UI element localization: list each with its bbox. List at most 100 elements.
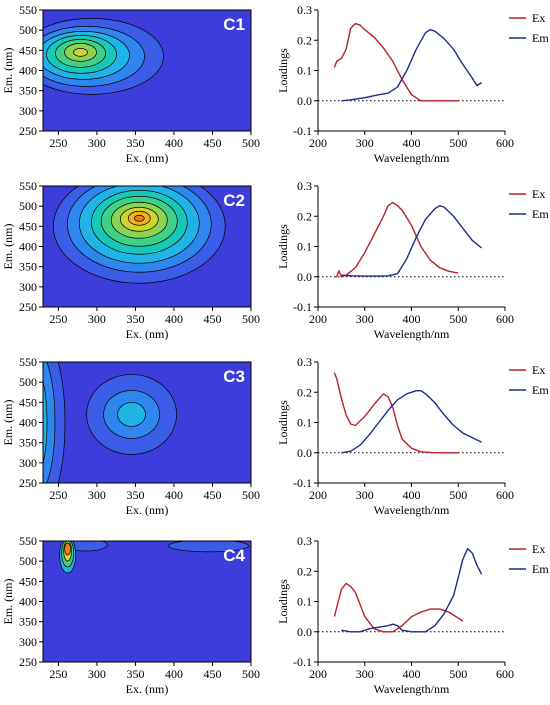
y-tick-label: 250 [19,300,37,314]
y-tick-label: 500 [19,554,37,568]
y-tick-label: 0.0 [297,94,312,108]
legend-label-ex: Ex [532,542,545,556]
legend-label-ex: Ex [532,187,545,201]
series-line-ex [333,582,464,633]
y-tick-label: 300 [19,280,37,294]
y-tick-label: 400 [19,416,37,430]
contour-level [73,47,88,57]
x-tick-label: 300 [88,312,106,326]
legend-label-em: Em [532,207,549,221]
y-tick-label: 450 [19,43,37,57]
y-tick-label: 0.2 [297,564,312,578]
x-axis-label: Wavelength/nm [374,503,450,517]
y-tick-label: -0.1 [293,476,312,490]
x-axis-label: Wavelength/nm [374,682,450,696]
legend-label-em: Em [532,31,549,45]
series-line-em [341,390,482,454]
y-tick-label: 550 [19,534,37,548]
x-tick-label: 300 [88,667,106,681]
contour-levels [43,362,177,483]
x-tick-label: 450 [203,667,221,681]
y-tick-label: -0.1 [293,300,312,314]
x-tick-label: 300 [88,488,106,502]
x-tick-label: 200 [309,136,327,150]
component-label: C4 [223,546,245,565]
series-line-em [341,204,483,277]
x-tick-label: 500 [449,488,467,502]
component-label: C1 [223,15,245,34]
x-tick-label: 250 [49,312,67,326]
y-tick-label: 550 [19,3,37,17]
y-tick-label: 250 [19,655,37,669]
y-tick-label: 300 [19,456,37,470]
contour-levels [43,18,164,95]
contour-level [117,402,146,427]
x-tick-label: 350 [126,312,144,326]
contour-levels [59,541,249,574]
x-tick-label: 350 [126,667,144,681]
panel-row-4: 250 300 350 400 450 500 250 300 350 400 450 500 550 E… [1,534,549,696]
y-tick-label: 0.3 [297,534,312,548]
x-tick-label: 450 [203,312,221,326]
y-tick-label: 0.3 [297,355,312,369]
y-tick-label: 350 [19,260,37,274]
x-tick-label: 300 [88,136,106,150]
x-tick-label: 500 [242,312,260,326]
y-tick-label: 350 [19,615,37,629]
series-line-em [341,547,483,633]
y-tick-label: 300 [19,635,37,649]
x-tick-label: 600 [496,136,514,150]
x-tick-label: 600 [496,488,514,502]
contour-background [43,541,251,662]
y-tick-label: 400 [19,64,37,78]
x-tick-label: 400 [403,488,421,502]
x-tick-label: 400 [403,312,421,326]
x-tick-label: 200 [309,312,327,326]
x-tick-label: 350 [126,136,144,150]
component-label: C3 [223,367,245,386]
y-axis-label: Loadings [276,579,290,624]
y-tick-label: 500 [19,375,37,389]
y-tick-label: 450 [19,395,37,409]
x-axis-label: Ex. (nm) [126,151,169,165]
contour-plot-c3: 250 300 350 400 450 500 250 300 350 400 450 500 550 E… [1,355,260,517]
x-tick-label: 300 [356,488,374,502]
contour-plot-c2: 250 300 350 400 450 500 250 300 350 400 450 500 550 E… [1,179,260,341]
contour-level [43,362,56,483]
y-axis-label: Loadings [276,224,290,269]
y-axis-label: Em. (nm) [1,400,15,446]
x-tick-label: 200 [309,667,327,681]
y-tick-label: 300 [19,104,37,118]
loadings-plot-c1: 200 300 400 500 600 -0.1 0.0 0.1 0.2 0.3 Wavelengt… [276,3,549,165]
panel-row-2: 250 300 350 400 450 500 250 300 350 400 450 500 550 E… [1,179,549,341]
y-tick-label: 0.1 [297,240,312,254]
contour-plot-c4: 250 300 350 400 450 500 250 300 350 400 450 500 550 E… [1,534,260,696]
y-tick-label: 0.1 [297,595,312,609]
series-line-ex [333,22,459,102]
y-tick-label: 350 [19,84,37,98]
x-axis-label: Ex. (nm) [126,327,169,341]
x-axis-label: Ex. (nm) [126,682,169,696]
contour-levels [52,186,226,284]
x-tick-label: 400 [165,136,183,150]
y-axis-label: Loadings [276,400,290,445]
y-tick-label: 0.2 [297,385,312,399]
y-tick-label: 0.2 [297,33,312,47]
contour-plot-c1: 250 300 350 400 450 500 250 300 350 400 450 500 550 E… [1,3,260,165]
x-tick-label: 500 [242,136,260,150]
y-tick-label: 500 [19,23,37,37]
x-tick-label: 500 [449,136,467,150]
x-tick-label: 250 [49,136,67,150]
series-line-em [341,29,482,102]
contour-level [133,214,145,222]
y-tick-label: -0.1 [293,655,312,669]
x-tick-label: 400 [165,488,183,502]
y-tick-label: 0.1 [297,416,312,430]
loadings-plot-c2: 200 300 400 500 600 -0.1 0.0 0.1 0.2 0.3 Wavelengt… [276,179,549,341]
legend-label-em: Em [532,383,549,397]
y-axis-label: Em. (nm) [1,48,15,94]
y-axis-label: Loadings [276,48,290,93]
y-tick-label: -0.1 [293,124,312,138]
y-tick-label: 250 [19,124,37,138]
